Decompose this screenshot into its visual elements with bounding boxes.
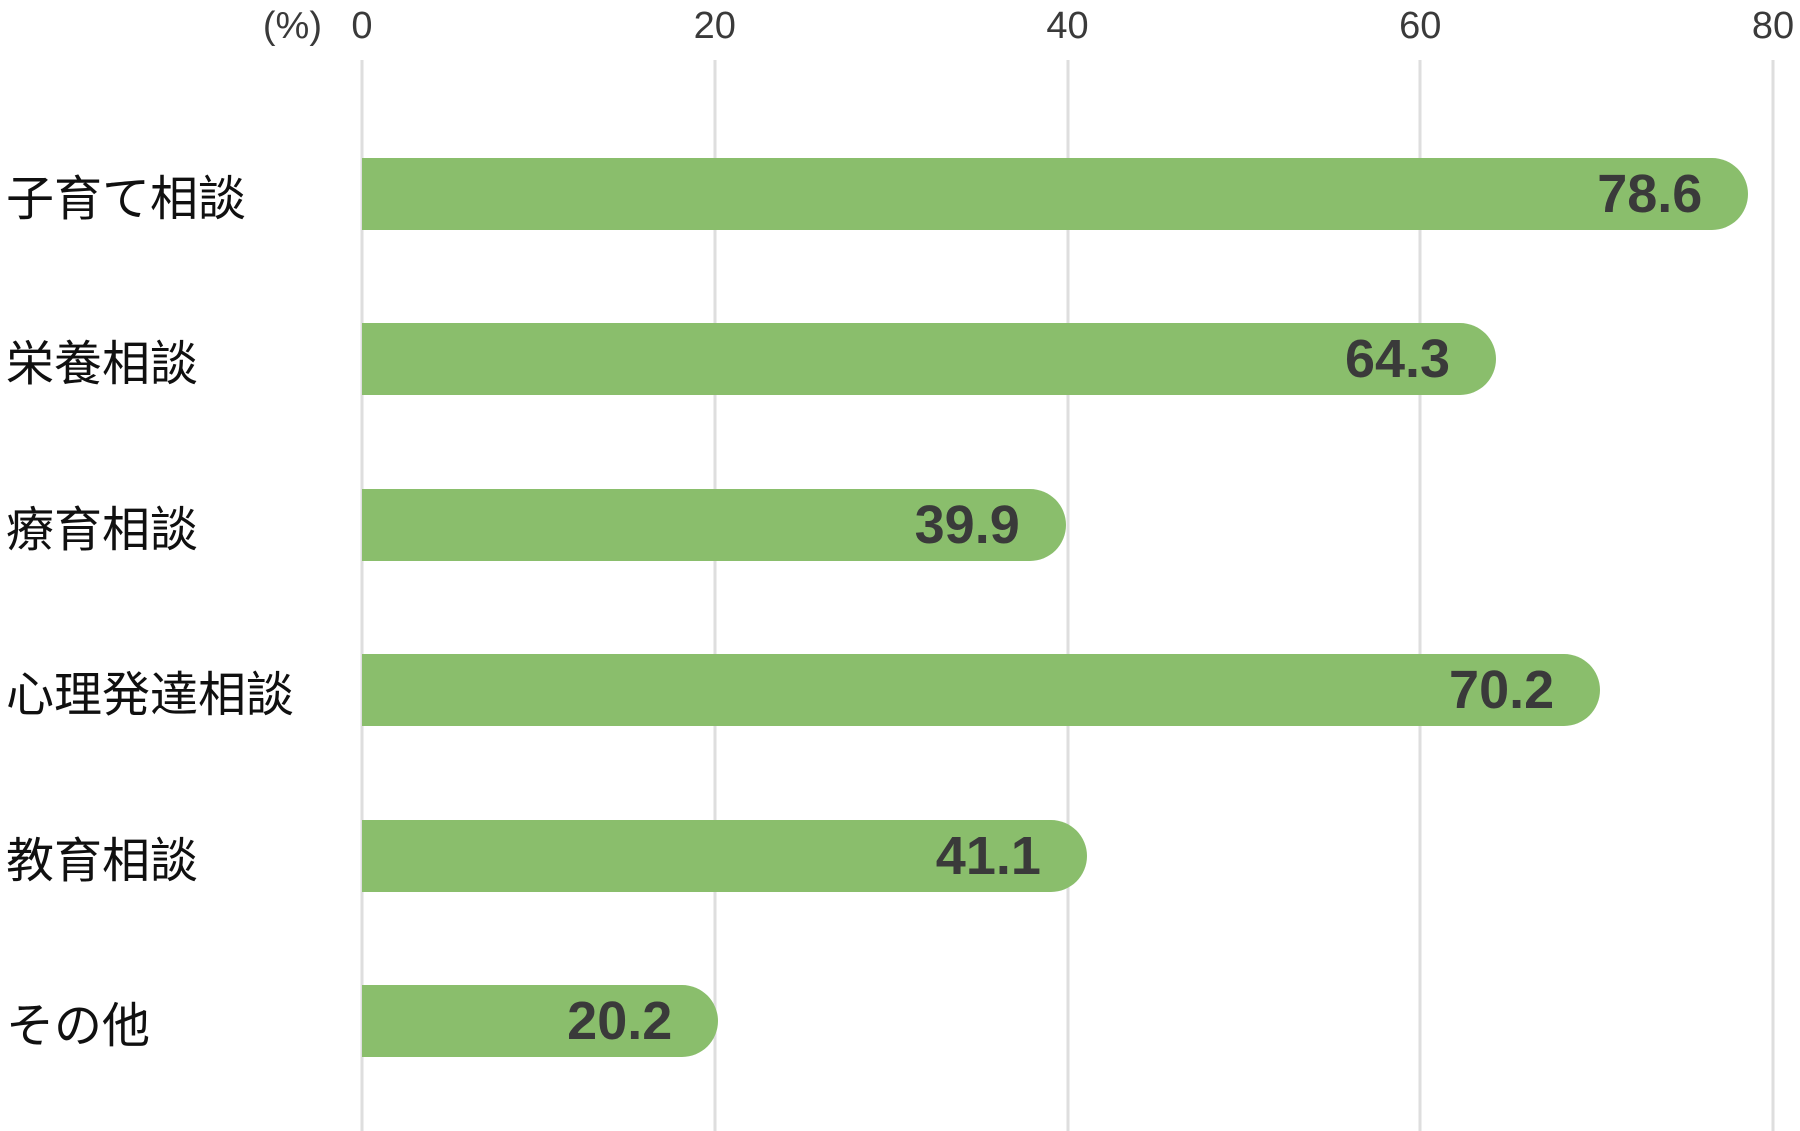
category-label: 教育相談 bbox=[6, 834, 199, 888]
category-label: 子育て相談 bbox=[6, 173, 247, 226]
x-tick-label: 60 bbox=[1399, 5, 1442, 47]
bar: 70.2 bbox=[362, 654, 1601, 727]
bar-value-label: 41.1 bbox=[935, 825, 1041, 886]
bar: 78.6 bbox=[362, 158, 1749, 230]
gridline bbox=[713, 60, 717, 1131]
x-tick-label: 20 bbox=[693, 5, 736, 47]
bar-value-label: 64.3 bbox=[1344, 329, 1451, 390]
gridline bbox=[1066, 60, 1069, 1131]
bar-value-label: 70.2 bbox=[1449, 660, 1555, 721]
category-label: 心理発達相談 bbox=[6, 669, 295, 723]
bar: 41.1 bbox=[362, 819, 1087, 892]
bar: 20.2 bbox=[362, 985, 719, 1057]
axis-unit-label: (%) bbox=[262, 5, 322, 47]
gridline bbox=[1418, 60, 1422, 1131]
bar-value-label: 20.2 bbox=[567, 991, 673, 1051]
category-label: 栄養相談 bbox=[6, 338, 199, 392]
x-tick-label: 40 bbox=[1046, 5, 1089, 47]
gridline bbox=[360, 60, 364, 1131]
x-tick-label: 0 bbox=[351, 5, 373, 47]
x-tick-label: 80 bbox=[1751, 5, 1795, 47]
bar-value-label: 78.6 bbox=[1597, 164, 1703, 224]
bar-value-label: 39.9 bbox=[914, 494, 1020, 555]
category-label: その他 bbox=[6, 1000, 151, 1053]
bar: 39.9 bbox=[362, 488, 1066, 561]
bar: 64.3 bbox=[362, 323, 1497, 396]
category-label: 療育相談 bbox=[6, 503, 199, 557]
gridline bbox=[1771, 60, 1775, 1131]
